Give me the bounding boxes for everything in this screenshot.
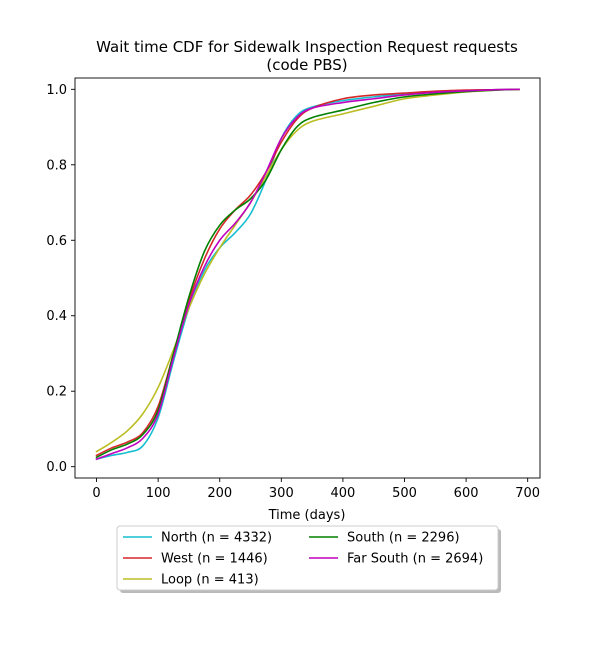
x-tick-label: 400 xyxy=(330,486,355,501)
series-line-3 xyxy=(95,88,520,459)
legend-label-2: Loop (n = 413) xyxy=(161,573,259,588)
series-line-4 xyxy=(95,88,520,461)
chart-title-line-1: Wait time CDF for Sidewalk Inspection Re… xyxy=(96,38,518,56)
y-tick-label: 0.6 xyxy=(46,234,67,249)
y-tick-label: 0.0 xyxy=(46,460,67,475)
x-tick-label: 0 xyxy=(92,486,100,501)
plot-area: 0 100 200 300 400 500 600 700 0.0 0.2 0.4 0.6 0.8 1.0 xyxy=(46,77,541,501)
legend: North (n = 4332) West (n = 1446) Loop (n =… xyxy=(116,525,501,593)
x-axis-label: Time (days) xyxy=(268,508,346,523)
legend-label-1: West (n = 1446) xyxy=(161,552,268,567)
x-tick-label: 700 xyxy=(515,486,540,501)
x-tick-label: 500 xyxy=(392,486,417,501)
y-tick-label: 0.8 xyxy=(46,158,67,173)
y-tick-label: 1.0 xyxy=(46,83,67,98)
x-tick-label: 300 xyxy=(269,486,294,501)
x-tick-label: 200 xyxy=(207,486,232,501)
legend-label-3: South (n = 2296) xyxy=(347,531,460,546)
legend-box xyxy=(116,525,499,591)
y-tick-label: 0.4 xyxy=(46,309,67,324)
series-line-1 xyxy=(95,88,520,457)
legend-label-0: North (n = 4332) xyxy=(161,531,272,546)
x-tick-label: 600 xyxy=(454,486,479,501)
y-tick-label: 0.2 xyxy=(46,385,67,400)
x-tick-label: 100 xyxy=(146,486,171,501)
legend-label-4: Far South (n = 2694) xyxy=(347,552,483,567)
axes-frame xyxy=(74,77,541,479)
chart-title-line-2: (code PBS) xyxy=(266,56,347,74)
